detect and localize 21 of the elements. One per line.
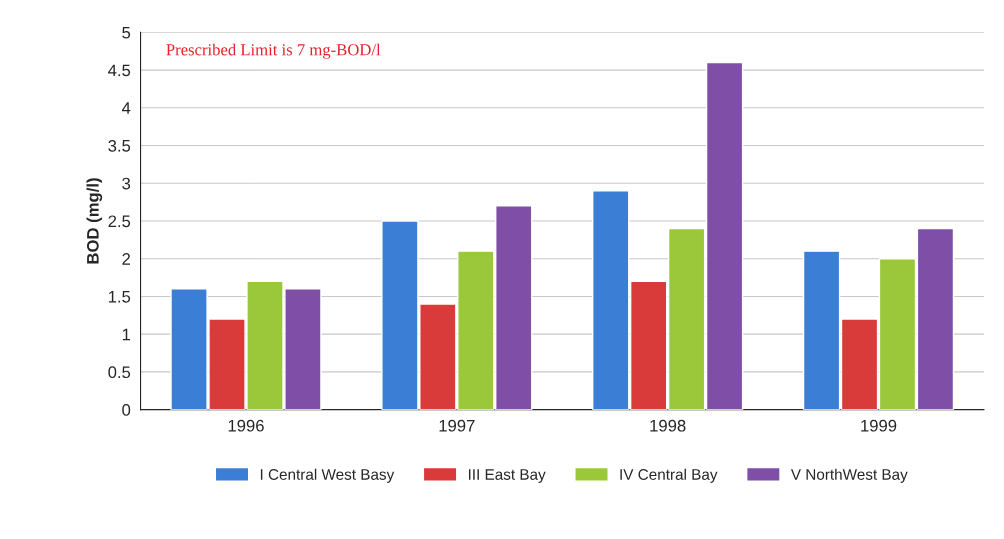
y-tick-label: 4.5 bbox=[108, 64, 131, 77]
y-tick-label: 3.5 bbox=[108, 139, 131, 152]
y-tick-label: 0.5 bbox=[108, 366, 131, 379]
y-axis-title: BOD (mg/l) bbox=[86, 178, 103, 264]
x-tick-label: 1999 bbox=[861, 419, 897, 432]
legend-label: V NorthWest Bay bbox=[790, 468, 908, 483]
legend-label: IV Central Bay bbox=[620, 468, 718, 483]
x-tick-label: 1998 bbox=[650, 419, 686, 432]
legend-label: III East Bay bbox=[468, 469, 546, 483]
y-tick-label: 3 bbox=[122, 177, 131, 190]
y-tick-label: 2 bbox=[122, 253, 130, 265]
legend-label: I Central West Basy bbox=[260, 468, 395, 483]
y-tick-label: 4 bbox=[121, 102, 131, 114]
x-tick-label: 1996 bbox=[228, 419, 264, 432]
y-tick-label: 0 bbox=[122, 404, 131, 416]
annotation: Prescribed Limit is 7 mg-BOD/l bbox=[166, 43, 381, 59]
y-tick-label: 1.5 bbox=[108, 291, 131, 303]
y-tick-label: 5 bbox=[122, 26, 131, 39]
x-tick-label: 1997 bbox=[439, 419, 475, 432]
y-tick-label: 1 bbox=[122, 328, 131, 341]
y-tick-label: 2.5 bbox=[108, 215, 131, 228]
